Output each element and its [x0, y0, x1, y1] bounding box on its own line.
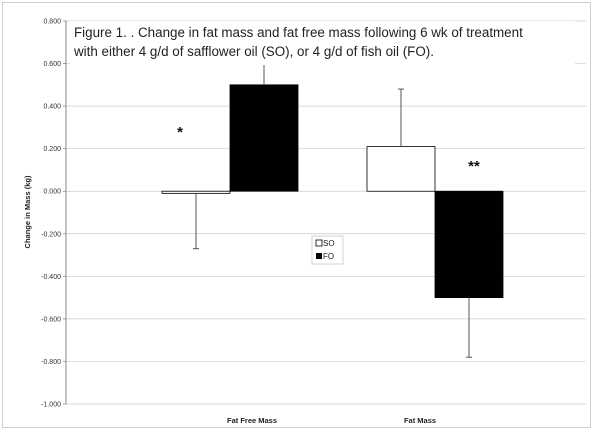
category-label-fat-free-mass: Fat Free Mass [227, 416, 277, 425]
y-axis-label: Change in Mass (kg) [23, 175, 32, 248]
bar-fo-fat-mass [434, 190, 504, 299]
gridlines [63, 20, 586, 405]
y-tick-label: 0.800 [43, 19, 61, 26]
significance-marker-fat-mass: ** [468, 158, 480, 175]
legend-label-so: SO [323, 239, 335, 248]
y-tick-label: 0.400 [43, 104, 61, 111]
bar-fo-fat-free-mass [229, 84, 299, 192]
category-label-fat-mass: Fat Mass [404, 416, 436, 425]
y-tick-label: 0.200 [43, 146, 61, 153]
y-tick-label: -0.200 [41, 231, 61, 238]
caption-line-1: Figure 1. . Change in fat mass and fat f… [74, 25, 523, 40]
legend: SO FO [311, 235, 344, 265]
y-tick-labels: 0.800 0.600 0.400 0.200 0.000 -0.200 -0.400 -0.… [41, 19, 61, 409]
figure-caption: Figure 1. . Change in fat mass and fat f… [70, 21, 575, 65]
y-tick-label: -0.400 [41, 274, 61, 281]
legend-label-fo: FO [323, 252, 334, 261]
y-tick-label: 0.600 [43, 61, 61, 68]
y-tick-label: -1.000 [41, 402, 61, 409]
legend-swatch-fo [316, 253, 322, 259]
caption-line-2: with either 4 g/d of safflower oil (SO),… [74, 44, 434, 59]
y-tick-label: 0.000 [43, 189, 61, 196]
y-tick-label: -0.800 [41, 359, 61, 366]
significance-marker-fat-free-mass: * [177, 124, 183, 141]
bar-so-fat-free-mass [161, 190, 231, 194]
y-tick-label: -0.600 [41, 316, 61, 323]
bar-so-fat-mass [366, 146, 436, 192]
category-labels: Fat Free Mass Fat Mass [227, 416, 436, 425]
legend-swatch-so [315, 239, 323, 247]
